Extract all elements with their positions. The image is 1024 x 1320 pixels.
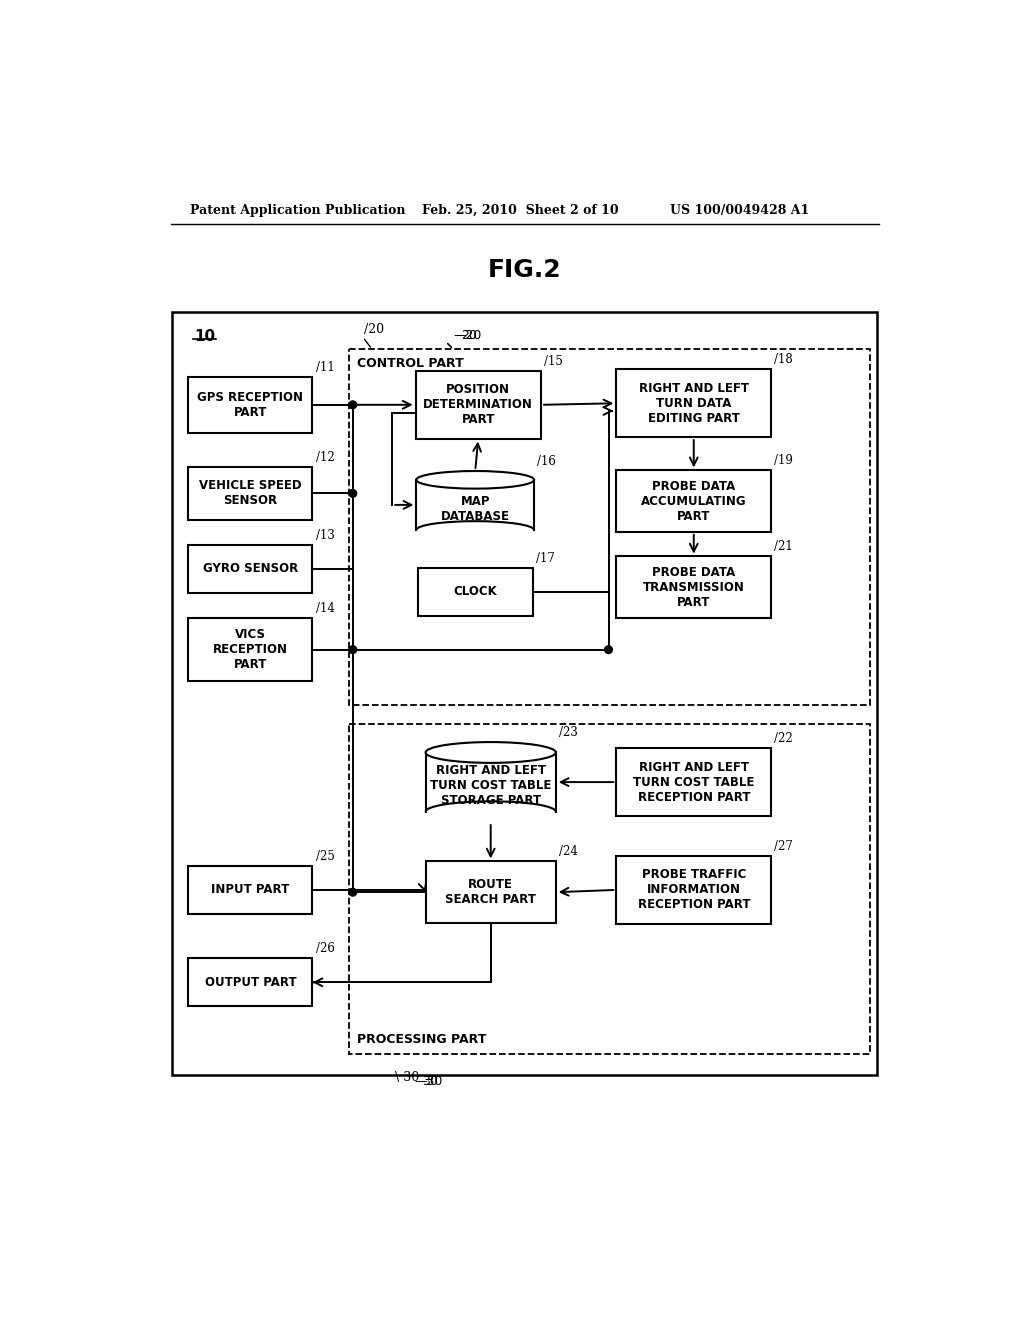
Circle shape [349, 490, 356, 498]
Text: /15: /15 [544, 355, 563, 368]
Text: 20: 20 [461, 329, 477, 342]
Bar [418, 568, 532, 615]
Bar [188, 545, 312, 593]
Text: PROBE TRAFFIC
INFORMATION
RECEPTION PART: PROBE TRAFFIC INFORMATION RECEPTION PART [638, 869, 750, 911]
Bar [616, 855, 771, 924]
Text: /14: /14 [315, 602, 335, 615]
Text: /27: /27 [774, 840, 794, 853]
Bar [188, 618, 312, 681]
Text: —30: —30 [415, 1076, 443, 1089]
Text: /17: /17 [536, 552, 555, 565]
Text: CONTROL PART: CONTROL PART [356, 356, 464, 370]
Text: VICS
RECEPTION
PART: VICS RECEPTION PART [213, 628, 288, 671]
Text: /19: /19 [774, 454, 794, 467]
Text: PROBE DATA
ACCUMULATING
PART: PROBE DATA ACCUMULATING PART [641, 479, 746, 523]
Text: PROBE DATA
TRANSMISSION
PART: PROBE DATA TRANSMISSION PART [643, 566, 744, 609]
Text: —20: —20 [454, 329, 482, 342]
Text: POSITION
DETERMINATION
PART: POSITION DETERMINATION PART [423, 383, 534, 426]
Text: ROUTE
SEARCH PART: ROUTE SEARCH PART [445, 878, 537, 907]
Text: Feb. 25, 2010  Sheet 2 of 10: Feb. 25, 2010 Sheet 2 of 10 [423, 205, 620, 218]
Text: /20: /20 [365, 322, 384, 335]
Bar [417, 480, 535, 529]
Text: /13: /13 [315, 529, 335, 543]
Text: /12: /12 [315, 451, 334, 465]
Circle shape [349, 888, 356, 896]
Ellipse shape [426, 742, 556, 763]
Bar [188, 467, 312, 520]
Text: US 100/0049428 A1: US 100/0049428 A1 [671, 205, 810, 218]
Ellipse shape [417, 471, 535, 488]
Text: /26: /26 [315, 942, 335, 956]
Bar [188, 378, 312, 433]
Text: PROCESSING PART: PROCESSING PART [356, 1034, 486, 1047]
Circle shape [349, 645, 356, 653]
Text: Patent Application Publication: Patent Application Publication [190, 205, 406, 218]
Text: /21: /21 [774, 540, 794, 553]
Text: /23: /23 [559, 726, 578, 739]
Bar [172, 313, 878, 1074]
Bar [616, 370, 771, 437]
Text: /16: /16 [538, 455, 556, 469]
Bar [426, 862, 556, 923]
Bar [188, 866, 312, 913]
Text: MAP
DATABASE: MAP DATABASE [440, 495, 510, 523]
Bar [188, 958, 312, 1006]
Text: OUTPUT PART: OUTPUT PART [205, 975, 296, 989]
Bar [616, 470, 771, 532]
Text: /24: /24 [559, 845, 578, 858]
Bar [616, 557, 771, 618]
Text: GYRO SENSOR: GYRO SENSOR [203, 562, 298, 576]
Text: /11: /11 [315, 360, 334, 374]
Text: GPS RECEPTION
PART: GPS RECEPTION PART [198, 391, 303, 418]
Bar [416, 371, 541, 438]
Text: 10: 10 [194, 330, 215, 345]
Bar [349, 350, 869, 705]
Circle shape [349, 401, 356, 409]
Bar [349, 725, 869, 1053]
Text: /25: /25 [315, 850, 335, 863]
Text: FIG.2: FIG.2 [488, 257, 561, 282]
Bar [426, 752, 556, 812]
Text: VEHICLE SPEED
SENSOR: VEHICLE SPEED SENSOR [199, 479, 302, 507]
Text: RIGHT AND LEFT
TURN COST TABLE
STORAGE PART: RIGHT AND LEFT TURN COST TABLE STORAGE P… [430, 764, 551, 808]
Text: 30: 30 [423, 1076, 438, 1089]
Text: /18: /18 [774, 354, 794, 367]
Text: CLOCK: CLOCK [454, 585, 497, 598]
Circle shape [604, 645, 612, 653]
Text: \ 30: \ 30 [395, 1071, 420, 1084]
Text: RIGHT AND LEFT
TURN DATA
EDITING PART: RIGHT AND LEFT TURN DATA EDITING PART [639, 381, 749, 425]
Text: /22: /22 [774, 733, 794, 744]
Text: RIGHT AND LEFT
TURN COST TABLE
RECEPTION PART: RIGHT AND LEFT TURN COST TABLE RECEPTION… [633, 760, 755, 804]
Text: INPUT PART: INPUT PART [211, 883, 290, 896]
Bar [616, 748, 771, 816]
